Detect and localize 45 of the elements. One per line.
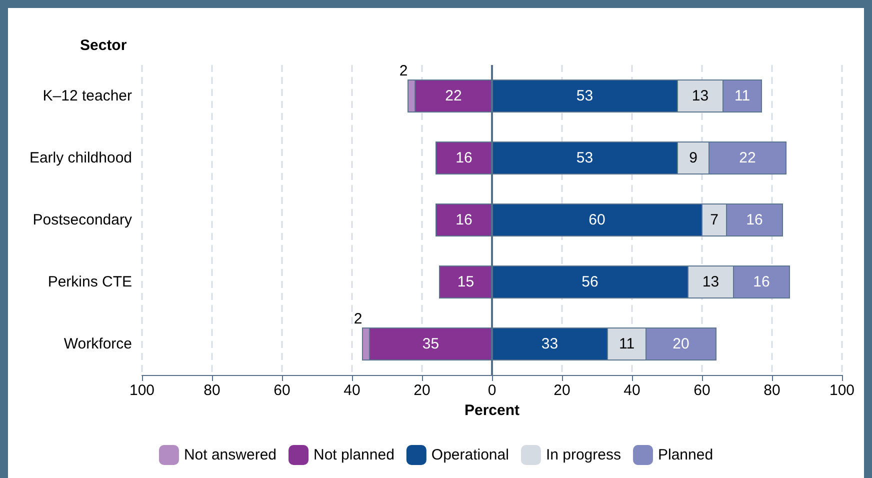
data-label: 11 — [618, 336, 635, 352]
x-axis-title: Percent — [464, 402, 520, 419]
y-axis-title: Sector — [80, 37, 127, 54]
data-label: 60 — [588, 212, 606, 228]
data-label: 16 — [456, 150, 472, 166]
x-tick-label: 40 — [624, 382, 640, 399]
data-label: 53 — [576, 150, 594, 166]
x-tick-label: 100 — [129, 382, 155, 399]
data-label: 7 — [710, 212, 718, 228]
x-tick-label: 40 — [344, 382, 360, 399]
data-label: 9 — [689, 150, 698, 166]
legend-label: Not planned — [314, 446, 394, 464]
data-label: 15 — [457, 274, 474, 290]
data-label: 11 — [734, 88, 750, 104]
data-label: 16 — [746, 212, 763, 228]
legend-label: Operational — [431, 446, 509, 464]
y-tick-label: Perkins CTE — [48, 274, 132, 290]
data-label: 56 — [582, 274, 598, 290]
legend-label: Planned — [658, 446, 714, 464]
data-label: 13 — [702, 274, 720, 290]
data-label: 16 — [753, 274, 770, 290]
x-tick-label: 80 — [764, 382, 780, 399]
x-tick-label: 20 — [554, 382, 570, 399]
x-tick-label: 100 — [829, 382, 855, 399]
data-label: 22 — [445, 88, 462, 104]
data-label: 35 — [422, 336, 440, 352]
data-label: 53 — [576, 88, 594, 104]
y-tick-label: K–12 teacher — [42, 88, 132, 104]
data-label: 2 — [354, 310, 362, 328]
data-label: 20 — [672, 336, 690, 352]
data-label: 2 — [399, 62, 408, 80]
x-tick-label: 60 — [274, 382, 290, 399]
x-tick-label: 60 — [694, 382, 710, 399]
data-label: 33 — [541, 336, 558, 352]
legend-label: In progress — [546, 446, 621, 464]
y-tick-label: Postsecondary — [32, 212, 132, 228]
x-tick-label: 0 — [488, 382, 496, 399]
data-label: 22 — [739, 150, 756, 166]
x-tick-label: 20 — [414, 382, 430, 399]
x-tick-label: 80 — [204, 382, 220, 399]
data-label: 13 — [692, 88, 709, 104]
y-tick-label: Workforce — [64, 336, 132, 352]
data-label: 16 — [456, 212, 472, 228]
y-tick-label: Early childhood — [29, 150, 132, 166]
legend-label: Not answered — [184, 446, 277, 464]
